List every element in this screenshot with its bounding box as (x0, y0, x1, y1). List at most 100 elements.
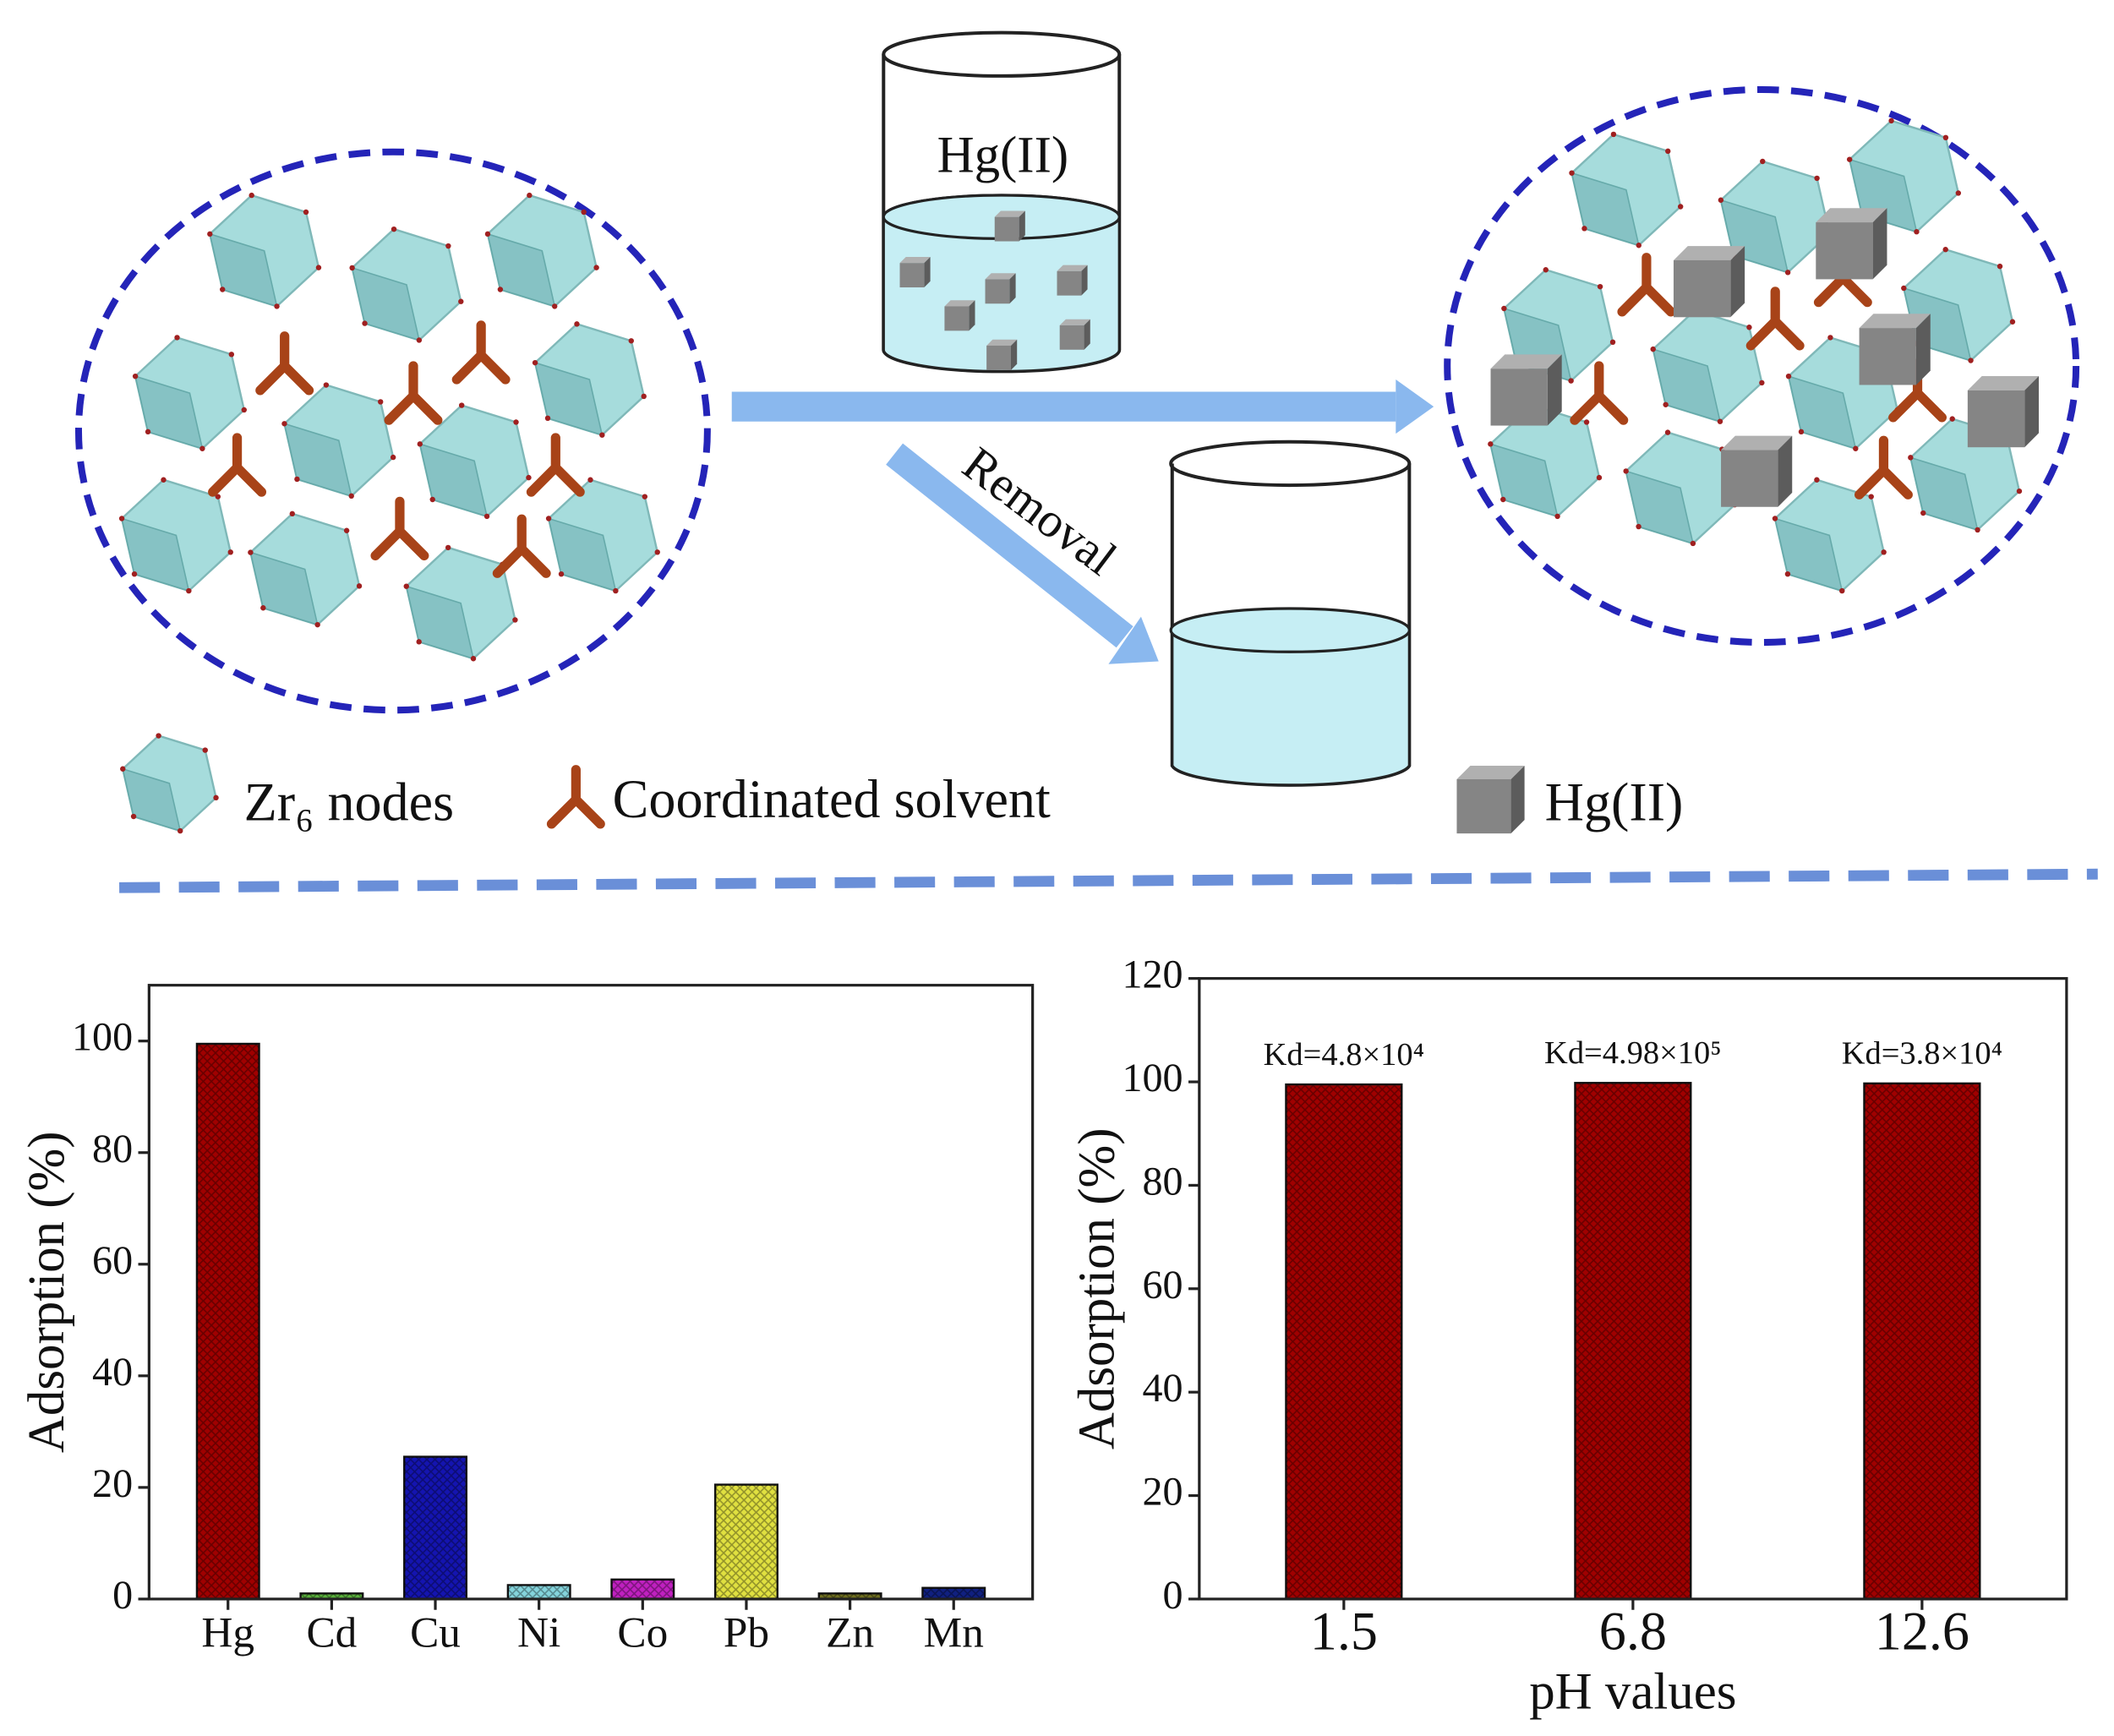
node-atom (417, 441, 423, 447)
x-tick-label: 6.8 (1599, 1602, 1667, 1662)
node-atom (1827, 335, 1833, 341)
node-atom (1772, 516, 1778, 521)
hg-cube-side (1778, 435, 1793, 507)
node-atom (1785, 373, 1792, 379)
node-atom (1949, 416, 1955, 422)
bar-hatch (818, 1593, 882, 1599)
x-tick-label: Mn (924, 1609, 984, 1657)
node-atom (581, 209, 587, 216)
node-atom (403, 583, 409, 589)
y-tick-label: 60 (1143, 1263, 1183, 1307)
node-atom (1881, 549, 1887, 555)
hg-cube-side (1915, 314, 1931, 385)
y-tick-label: 20 (92, 1461, 133, 1506)
node-atom (445, 544, 451, 551)
hg-cube-side (1547, 354, 1562, 426)
node-atom (120, 766, 126, 772)
node-atom (1664, 429, 1671, 435)
hg-cube-top (986, 339, 1018, 346)
divider (119, 868, 2098, 893)
bar-hatch (611, 1579, 675, 1599)
node-atom (315, 265, 322, 270)
hg-cube-top (1859, 314, 1931, 329)
node-atom (177, 827, 183, 834)
node-atom (552, 303, 558, 309)
hg-cube (1057, 270, 1082, 296)
solvent (526, 433, 585, 497)
hg-cube-top (1490, 354, 1562, 369)
y-tick-label: 120 (1122, 953, 1183, 997)
legend-label: Hg(II) (1545, 772, 1684, 832)
hg-cube-top (985, 273, 1016, 280)
node-atom (348, 493, 354, 500)
node-atom (1746, 325, 1752, 330)
node-atom (1677, 204, 1684, 210)
hg-cube-side (1010, 339, 1018, 370)
hg-cube-side (1510, 765, 1525, 834)
node-atom (483, 513, 490, 520)
node-atom (274, 303, 280, 309)
beaker-rim (882, 30, 1122, 78)
solvent (208, 433, 267, 497)
node-atom (294, 476, 300, 483)
mof-circle (74, 148, 711, 714)
node-atom (1888, 117, 1894, 124)
node-atom (207, 231, 213, 237)
x-tick-label: Pb (724, 1609, 769, 1657)
node-atom (1914, 229, 1920, 235)
node-atom (362, 320, 368, 326)
hg-cube (1859, 328, 1916, 385)
x-tick-label: Hg (201, 1609, 254, 1657)
hg-cube-top (994, 210, 1025, 217)
node-atom (228, 352, 235, 358)
node-atom (526, 474, 532, 481)
solvent (492, 514, 551, 578)
bar-hatch (1286, 1084, 1402, 1599)
node-atom (1784, 270, 1791, 276)
hg-cube-top (944, 300, 975, 307)
node-atom (391, 226, 397, 232)
node-atom (1609, 339, 1616, 346)
node-atom (1501, 305, 1507, 312)
node-atom (1650, 346, 1656, 352)
node-atom (1488, 441, 1494, 447)
y-tick-label: 100 (72, 1015, 133, 1060)
node-atom (429, 496, 435, 503)
x-tick-label: Ni (517, 1609, 560, 1657)
x-tick-label: Zn (826, 1609, 874, 1657)
node-atom (1942, 247, 1948, 253)
hg-cube-side (1730, 246, 1745, 318)
solvent (451, 320, 511, 385)
node-atom (281, 421, 287, 427)
y-axis-label: Adsorption (%) (1068, 1127, 1125, 1449)
node-atom (1543, 267, 1549, 273)
node-atom (1760, 158, 1766, 165)
hg-cube (1721, 450, 1778, 507)
node-atom (131, 570, 138, 577)
solvent (1570, 361, 1629, 425)
node-atom (227, 549, 233, 555)
hg-cube-top (1673, 246, 1745, 260)
node-atom (1583, 419, 1590, 425)
plot-frame (1198, 977, 2068, 1601)
hg-cube (985, 279, 1010, 304)
hg-cube-top (1057, 265, 1088, 271)
node-atom (1610, 131, 1617, 138)
node-atom (1814, 175, 1820, 182)
node-atom (1968, 358, 1974, 363)
x-tick-label: Co (617, 1609, 668, 1657)
x-axis-label: pH values (1529, 1663, 1736, 1720)
annotation: Kd=4.8×10⁴ (1264, 1037, 1424, 1073)
hg-cube-side (1872, 208, 1887, 280)
x-tick-label: 12.6 (1875, 1602, 1969, 1662)
node-atom (545, 516, 552, 521)
hg-cube-side (1019, 210, 1025, 242)
node-atom (390, 454, 396, 461)
node-atom (1920, 510, 1926, 516)
hg-cube-top (1967, 376, 2040, 390)
node-atom (220, 287, 226, 292)
x-tick-label: Cu (410, 1609, 461, 1657)
annotation: Kd=4.98×10⁵ (1544, 1035, 1722, 1071)
node-atom (654, 549, 660, 555)
node-atom (132, 373, 139, 379)
